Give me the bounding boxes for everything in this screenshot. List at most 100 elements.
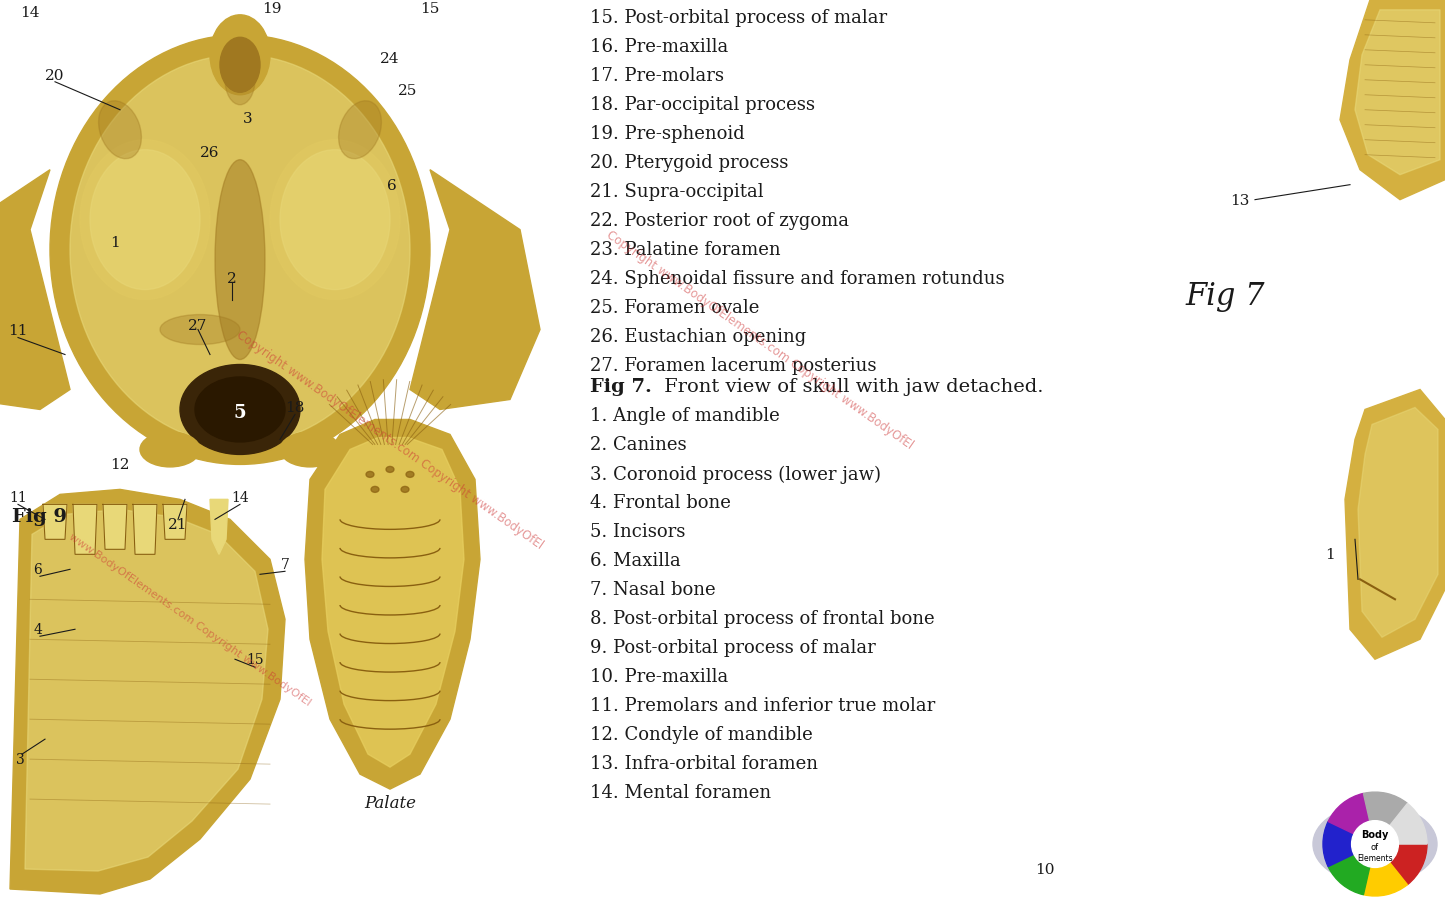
Text: 16. Pre-maxilla: 16. Pre-maxilla — [590, 38, 728, 56]
Text: 6: 6 — [387, 179, 397, 192]
Text: 7. Nasal bone: 7. Nasal bone — [590, 581, 715, 599]
Polygon shape — [1345, 390, 1445, 659]
Text: 22. Posterior root of zygoma: 22. Posterior root of zygoma — [590, 211, 850, 229]
Ellipse shape — [270, 141, 400, 300]
Text: 20. Pterygoid process: 20. Pterygoid process — [590, 153, 789, 171]
Text: 3. Coronoid process (lower jaw): 3. Coronoid process (lower jaw) — [590, 465, 881, 483]
Text: Copyright www.BodyOfElements.com Copyright www.BodyOfEl: Copyright www.BodyOfElements.com Copyrig… — [604, 228, 916, 452]
Text: 9. Post-orbital process of malar: 9. Post-orbital process of malar — [590, 639, 876, 657]
Ellipse shape — [402, 487, 409, 492]
Ellipse shape — [195, 378, 285, 443]
Ellipse shape — [338, 102, 381, 160]
Text: 18. Par-occipital process: 18. Par-occipital process — [590, 96, 815, 114]
Text: 4: 4 — [33, 622, 42, 637]
Text: 27. Foramen lacerum posterius: 27. Foramen lacerum posterius — [590, 356, 877, 374]
Wedge shape — [1328, 844, 1376, 895]
Text: Fig 9: Fig 9 — [12, 508, 66, 526]
Ellipse shape — [406, 472, 415, 478]
Text: Elements: Elements — [1357, 852, 1393, 861]
Ellipse shape — [1314, 805, 1436, 884]
Ellipse shape — [280, 432, 340, 467]
Text: 10: 10 — [1035, 862, 1055, 876]
Text: 12: 12 — [110, 458, 130, 472]
Text: 21. Supra-occipital: 21. Supra-occipital — [590, 182, 763, 200]
Ellipse shape — [366, 472, 374, 478]
Circle shape — [1351, 821, 1399, 868]
Polygon shape — [103, 505, 127, 549]
Text: 1: 1 — [1325, 548, 1335, 562]
Polygon shape — [74, 505, 97, 555]
Text: 21: 21 — [168, 518, 188, 532]
Polygon shape — [43, 505, 66, 539]
Text: 3: 3 — [243, 112, 253, 125]
Ellipse shape — [215, 161, 264, 360]
Text: Body: Body — [1361, 829, 1389, 839]
Text: 15: 15 — [420, 2, 439, 16]
Text: 25. Foramen ovale: 25. Foramen ovale — [590, 299, 760, 317]
Text: 26: 26 — [201, 145, 220, 160]
Text: 11: 11 — [9, 323, 27, 337]
Wedge shape — [1364, 844, 1407, 896]
Text: 11: 11 — [9, 491, 27, 505]
Text: 23. Palatine foramen: 23. Palatine foramen — [590, 240, 780, 258]
Ellipse shape — [90, 151, 199, 290]
Text: 14: 14 — [20, 5, 40, 20]
Ellipse shape — [220, 38, 260, 93]
Wedge shape — [1324, 822, 1376, 867]
Text: 27: 27 — [188, 318, 208, 332]
Text: 5. Incisors: 5. Incisors — [590, 523, 685, 541]
Text: 15. Post-orbital process of malar: 15. Post-orbital process of malar — [590, 9, 887, 27]
Wedge shape — [1364, 792, 1407, 844]
Text: Front view of skull with jaw detached.: Front view of skull with jaw detached. — [657, 378, 1043, 396]
Text: 1. Angle of mandible: 1. Angle of mandible — [590, 407, 780, 425]
Wedge shape — [1328, 794, 1376, 844]
Ellipse shape — [140, 432, 199, 467]
Text: 18: 18 — [285, 401, 305, 415]
Ellipse shape — [79, 141, 210, 300]
Ellipse shape — [371, 487, 379, 492]
Text: 11. Premolars and inferior true molar: 11. Premolars and inferior true molar — [590, 696, 935, 714]
Polygon shape — [25, 510, 267, 871]
Polygon shape — [0, 170, 69, 410]
Wedge shape — [1376, 804, 1428, 844]
Text: 7: 7 — [280, 557, 289, 572]
Text: 19: 19 — [262, 2, 282, 16]
Text: Fig 7: Fig 7 — [1185, 281, 1264, 311]
Ellipse shape — [160, 315, 240, 345]
Text: Copyright www.BodyOfElements.com Copyright www.BodyOfEl: Copyright www.BodyOfElements.com Copyrig… — [234, 328, 546, 552]
Text: 13. Infra-orbital foramen: 13. Infra-orbital foramen — [590, 754, 818, 772]
Text: 3: 3 — [16, 752, 25, 767]
Text: 25: 25 — [399, 84, 418, 97]
Text: 4. Frontal bone: 4. Frontal bone — [590, 493, 731, 511]
Ellipse shape — [386, 467, 394, 473]
Ellipse shape — [225, 56, 254, 106]
Ellipse shape — [69, 56, 410, 445]
Text: 6. Maxilla: 6. Maxilla — [590, 552, 681, 570]
Text: 10. Pre-maxilla: 10. Pre-maxilla — [590, 667, 728, 686]
Wedge shape — [1376, 844, 1428, 885]
Text: 5: 5 — [234, 404, 246, 422]
Polygon shape — [133, 505, 158, 555]
Text: 12. Condyle of mandible: 12. Condyle of mandible — [590, 725, 812, 743]
Text: 8. Post-orbital process of frontal bone: 8. Post-orbital process of frontal bone — [590, 610, 935, 628]
Text: 14: 14 — [231, 491, 249, 505]
Text: 17. Pre-molars: 17. Pre-molars — [590, 67, 724, 85]
Text: 15: 15 — [246, 652, 264, 667]
Text: 1: 1 — [110, 235, 120, 249]
Text: 24. Sphenoidal fissure and foramen rotundus: 24. Sphenoidal fissure and foramen rotun… — [590, 270, 1004, 287]
Polygon shape — [1340, 1, 1445, 200]
Polygon shape — [1358, 408, 1438, 638]
Text: 19. Pre-sphenoid: 19. Pre-sphenoid — [590, 124, 744, 143]
Text: of: of — [1371, 842, 1379, 851]
Polygon shape — [410, 170, 540, 410]
Text: 14. Mental foramen: 14. Mental foramen — [590, 783, 772, 801]
Ellipse shape — [181, 365, 301, 455]
Ellipse shape — [210, 16, 270, 96]
Text: 6: 6 — [33, 563, 42, 576]
Polygon shape — [10, 490, 285, 894]
Text: 20: 20 — [45, 69, 65, 83]
Polygon shape — [322, 438, 464, 768]
Text: 26. Eustachian opening: 26. Eustachian opening — [590, 327, 806, 345]
Ellipse shape — [98, 102, 142, 160]
Text: www.BodyOfElements.com Copyright www.BodyOfEl: www.BodyOfElements.com Copyright www.Bod… — [68, 531, 312, 707]
